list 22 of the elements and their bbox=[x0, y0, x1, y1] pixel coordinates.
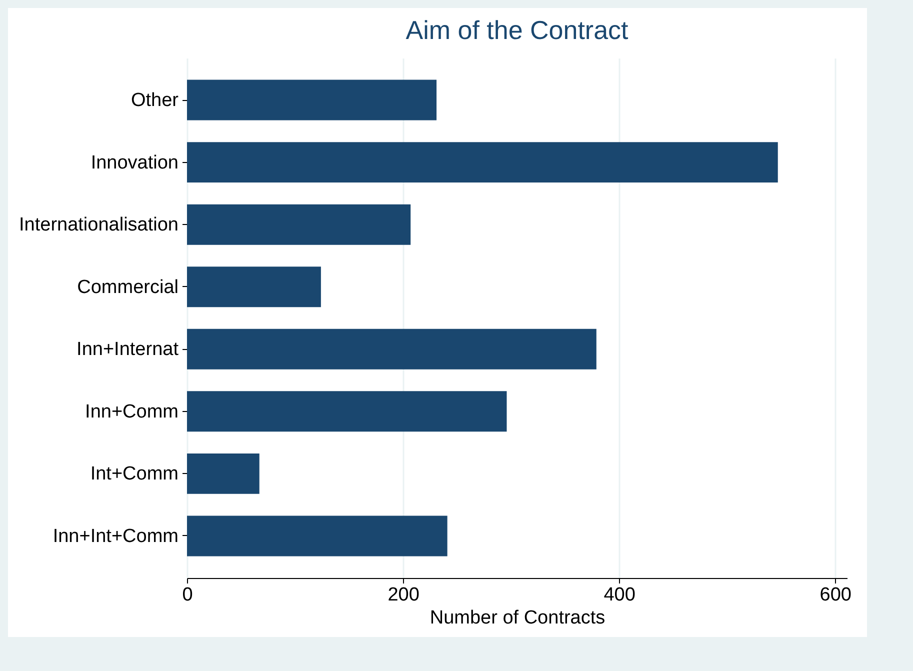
bar bbox=[187, 142, 778, 183]
x-tick-label: 0 bbox=[182, 584, 193, 606]
bar bbox=[187, 204, 411, 245]
bar bbox=[187, 453, 260, 494]
bar bbox=[187, 328, 596, 370]
y-tick-label: Int+Comm bbox=[90, 464, 178, 485]
x-tick-label: 200 bbox=[388, 584, 420, 606]
y-tick-label: Inn+Comm bbox=[85, 401, 178, 422]
y-tick-label: Innovation bbox=[90, 152, 178, 174]
y-tick-label: Inn+Int+Comm bbox=[52, 526, 178, 547]
bar bbox=[187, 516, 448, 556]
y-tick-label: Commercial bbox=[77, 276, 178, 298]
chart-title: Aim of the Contract bbox=[406, 15, 630, 45]
bar bbox=[187, 266, 321, 308]
y-tick-label: Inn+Internat bbox=[76, 339, 180, 360]
bar bbox=[187, 391, 507, 432]
x-axis-title: Number of Contracts bbox=[430, 608, 606, 628]
y-tick-label: Internationalisation bbox=[19, 214, 178, 236]
x-tick-label: 400 bbox=[604, 584, 636, 606]
y-tick-label: Other bbox=[130, 90, 180, 112]
x-tick-label: 600 bbox=[820, 584, 852, 606]
bar bbox=[187, 80, 437, 120]
